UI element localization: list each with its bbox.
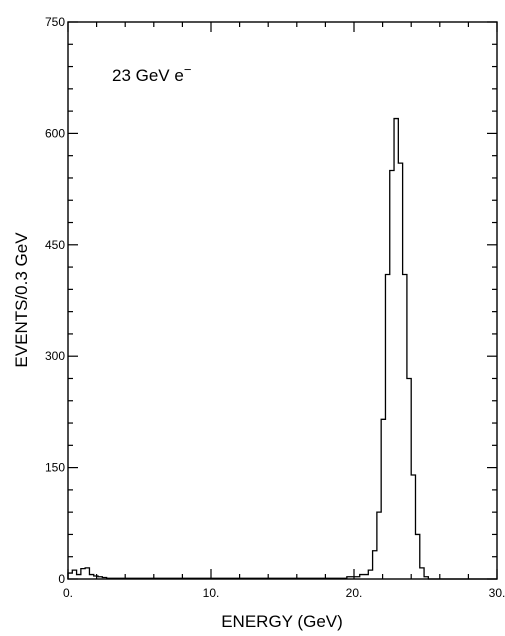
x-tick-label: 20. [346,586,363,600]
y-tick-label: 300 [45,349,65,363]
y-tick-label: 0 [58,572,65,586]
beam-annotation-superscript: − [184,62,192,77]
x-tick-label: 30. [489,586,505,600]
y-tick-label: 600 [45,126,65,140]
beam-annotation-text: 23 GeV e [112,66,184,85]
y-tick-label: 450 [45,238,65,252]
y-tick-label: 750 [45,15,65,29]
x-tick-label: 10. [203,586,220,600]
histogram-bins [68,119,428,579]
axis-ticks [67,21,498,580]
x-tick-label: 0. [63,586,73,600]
plot-frame [67,21,498,580]
y-axis-label: EVENTS/0.3 GeV [12,232,31,368]
histogram-bin [394,119,398,579]
y-tick-label: 150 [45,461,65,475]
axis-tick-labels: 0 150 300 450 600 750 0. 10. 20. 30. [45,15,505,600]
histogram-outline [67,117,497,580]
x-axis-label: ENERGY (GeV) [221,612,343,631]
beam-annotation: 23 GeV e− [112,62,191,85]
